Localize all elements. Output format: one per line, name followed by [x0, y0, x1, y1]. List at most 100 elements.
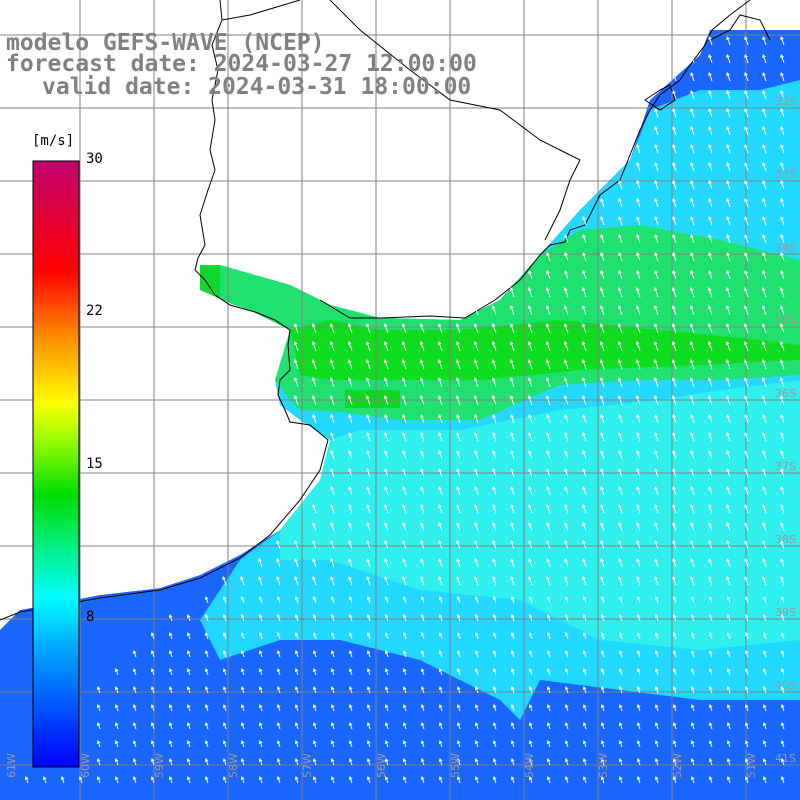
wind-arrow [330, 468, 335, 478]
wind-arrow [726, 36, 731, 46]
wind-arrow [240, 740, 245, 748]
wind-arrow [347, 323, 353, 334]
wind-arrow [725, 359, 731, 370]
wind-arrow [545, 395, 551, 406]
wind-arrow [330, 704, 335, 712]
wind-arrow [582, 558, 587, 568]
wind-arrow [762, 90, 767, 100]
land-uruguay [740, 0, 800, 30]
wind-arrow [564, 486, 569, 496]
wind-arrow [690, 722, 695, 730]
wind-arrow [527, 359, 533, 370]
wind-arrow [366, 758, 371, 766]
wind-arrow [312, 576, 317, 586]
wind-arrow [474, 450, 479, 460]
wind-arrow [438, 740, 443, 748]
wind-arrow [762, 450, 767, 460]
lat-label-40s: 40S [775, 679, 796, 692]
wind-arrow [240, 776, 245, 784]
wind-arrow [402, 432, 407, 442]
wind-arrow [383, 377, 389, 388]
wind-arrow [168, 704, 173, 712]
wind-arrow [653, 305, 659, 316]
wind-arrow [186, 668, 191, 676]
wind-arrow [456, 668, 461, 676]
wind-arrow [438, 450, 443, 460]
wind-arrow [528, 668, 533, 676]
wind-arrow [762, 216, 767, 226]
wind-arrow [384, 468, 389, 478]
wind-arrow [636, 252, 641, 262]
wind-arrow [582, 596, 587, 604]
wind-arrow [689, 287, 695, 298]
wind-arrow [600, 758, 605, 766]
wind-arrow [150, 632, 155, 640]
wind-arrow [653, 359, 659, 370]
wind-arrow [636, 414, 641, 424]
wind-arrow [438, 486, 443, 496]
wind-arrow [762, 558, 767, 568]
wind-arrow [708, 450, 713, 460]
wind-arrow [762, 632, 767, 640]
wind-arrow [492, 722, 497, 730]
wind-arrow [636, 686, 641, 694]
wind-arrow [437, 359, 443, 370]
wind-arrow [474, 722, 479, 730]
wind-arrow [456, 576, 461, 586]
wind-arrow [779, 359, 785, 370]
wind-arrow [708, 144, 713, 154]
wind-arrow [312, 632, 317, 640]
wind-arrow [204, 776, 209, 784]
wind-arrow [761, 359, 767, 370]
wind-arrow [114, 740, 119, 748]
wind-arrow [762, 54, 767, 64]
wind-arrow [618, 450, 623, 460]
wind-arrow [510, 704, 515, 712]
wind-arrow [527, 323, 533, 334]
wind-arrow [672, 270, 677, 280]
wind-arrow [618, 596, 623, 604]
wind-arrow [689, 341, 695, 352]
wind-arrow [744, 432, 749, 442]
wind-arrow [636, 468, 641, 478]
wind-arrow [294, 686, 299, 694]
wind-arrow [258, 632, 263, 640]
wind-arrow [491, 359, 497, 370]
wind-arrow [744, 180, 749, 190]
wind-arrow [491, 287, 497, 298]
wind-arrow [546, 686, 551, 694]
wind-arrow [366, 450, 371, 460]
wind-arrow [672, 126, 677, 136]
wind-arrow [672, 650, 677, 658]
wind-arrow [293, 323, 299, 334]
wind-arrow [546, 704, 551, 712]
wind-arrow [510, 632, 515, 640]
wind-arrow [492, 704, 497, 712]
wind-arrow [726, 558, 731, 568]
wind-arrow [654, 432, 659, 442]
wind-arrow [437, 395, 443, 406]
wind-arrow [347, 395, 353, 406]
wind-arrow [617, 359, 623, 370]
lon-label-53w: 53W [597, 753, 610, 778]
wind-arrow [708, 722, 713, 730]
wind-arrow [402, 668, 407, 676]
wind-arrow [563, 359, 569, 370]
wind-arrow [564, 704, 569, 712]
wind-arrow [456, 650, 461, 658]
wind-arrow [600, 650, 605, 658]
wind-arrow [654, 558, 659, 568]
wind-arrow [618, 686, 623, 694]
wind-arrow [618, 722, 623, 730]
title-valid-date: valid date: 2024-03-31 18:00:00 [42, 74, 472, 100]
wind-arrow [114, 776, 119, 784]
wind-arrow [366, 722, 371, 730]
wind-arrow [671, 377, 677, 388]
wind-arrow [599, 377, 605, 388]
wind-arrow [132, 722, 137, 730]
wind-arrow [780, 234, 785, 244]
wind-arrow [474, 540, 479, 550]
wind-arrow [564, 558, 569, 568]
wind-arrow [366, 432, 371, 442]
wind-arrow [636, 450, 641, 460]
